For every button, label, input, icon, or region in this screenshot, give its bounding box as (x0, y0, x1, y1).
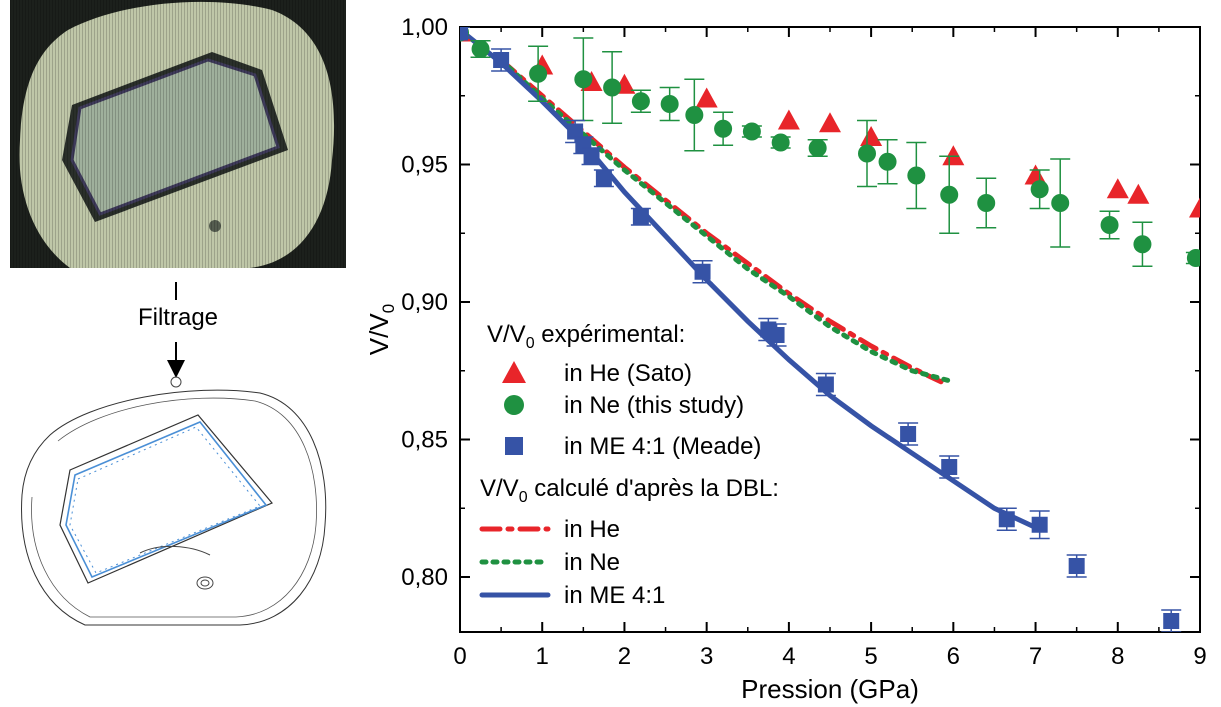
data-point-in-ne-this-study- (771, 133, 790, 152)
legend-marker-in-ne-this-study- (504, 395, 524, 415)
data-point-in-he-sato- (1024, 164, 1047, 185)
data-layer (460, 27, 1200, 632)
data-point-in-me-4-1-meade- (694, 263, 711, 280)
legend-label-in-ne: in Ne (564, 549, 620, 576)
gasket-photo (10, 0, 346, 268)
data-point-in-me-4-1-meade- (998, 511, 1015, 528)
data-point-in-ne-this-study- (631, 92, 650, 111)
data-point-in-ne-this-study- (529, 64, 548, 83)
legend-header-experimental: V/V0 expérimental: (487, 321, 685, 352)
y-tick-label: 0,95 (401, 152, 448, 179)
x-tick-label: 9 (1193, 643, 1206, 670)
edge-detection-image (10, 375, 346, 630)
data-point-in-ne-this-study- (1051, 194, 1070, 212)
x-tick-label: 7 (1029, 643, 1042, 670)
legend-header-calculated: V/V0 calculé d'après la DBL: (480, 475, 779, 506)
data-point-in-ne-this-study- (940, 185, 959, 204)
x-tick-label: 4 (782, 643, 795, 670)
x-tick-label: 5 (864, 643, 877, 670)
data-point-in-ne-this-study- (808, 139, 827, 157)
y-axis-label: V/V0 (364, 304, 398, 355)
data-point-in-he-sato- (942, 145, 965, 166)
data-point-in-he-sato- (1106, 178, 1129, 199)
legend-label-in-me-4-1: in ME 4:1 (564, 582, 665, 609)
legend-marker-in-me-4-1-meade- (505, 437, 523, 455)
x-axis-label: Pression (GPa) (741, 674, 919, 704)
data-point-in-me-4-1-meade- (1068, 558, 1085, 574)
data-point-in-ne-this-study- (603, 78, 622, 97)
data-point-in-he-sato- (1127, 183, 1150, 204)
data-point-in-me-4-1-meade- (583, 148, 600, 165)
legend: V/V0 expérimental: in He (Sato) in Ne (thi… (479, 321, 779, 609)
filter-flow: Filtrage (118, 278, 238, 388)
data-point-in-he-sato- (777, 109, 800, 130)
data-point-in-he-sato- (819, 112, 841, 133)
x-tick-label: 8 (1111, 643, 1124, 670)
data-point-in-ne-this-study- (907, 166, 926, 185)
data-point-in-me-4-1-meade- (632, 208, 649, 225)
data-point-in-me-4-1-meade- (768, 327, 785, 343)
data-point-in-ne-this-study- (1186, 249, 1200, 267)
y-tick-label: 0,90 (401, 289, 448, 316)
data-point-in-ne-this-study- (471, 40, 490, 58)
data-point-in-ne-this-study- (1100, 216, 1119, 234)
filter-label: Filtrage (137, 304, 219, 331)
data-point-in-he-sato- (695, 87, 718, 108)
data-point-in-ne-this-study- (660, 95, 679, 113)
plot-area: 0 1 2 3 4 5 6 7 8 9 0,80 0,85 0,90 0,95 1,00 Pression (… (364, 14, 1207, 704)
data-point-in-me-4-1-meade- (493, 52, 510, 68)
data-point-in-ne-this-study- (858, 144, 876, 163)
data-point-in-me-4-1-meade- (595, 170, 612, 187)
data-point-in-me-4-1-meade- (1031, 516, 1048, 533)
data-point-in-me-4-1-meade- (941, 459, 958, 475)
series-line-in-me-4-1 (460, 27, 1039, 530)
x-tick-label: 2 (618, 643, 631, 670)
x-tick-label: 0 (453, 643, 466, 670)
x-tick-label: 3 (700, 643, 713, 670)
data-point-in-ne-this-study- (714, 119, 733, 138)
down-arrow-icon (167, 342, 185, 378)
y-tick-label: 1,00 (401, 14, 448, 41)
volume-pressure-chart: 0 1 2 3 4 5 6 7 8 9 0,80 0,85 0,90 0,95 1,00 Pression (… (364, 14, 1207, 704)
data-point-in-me-4-1-meade- (567, 123, 584, 140)
data-point-in-he-sato- (1189, 197, 1200, 218)
y-tick-label: 0,85 (401, 427, 448, 454)
legend-marker-in-he-sato- (502, 361, 526, 383)
x-tick-label: 6 (947, 643, 960, 670)
legend-label-in-ne-this-study-: in Ne (this study) (564, 392, 744, 419)
x-tick-label: 1 (536, 643, 549, 670)
data-point-in-ne-this-study- (1030, 180, 1049, 199)
data-point-in-ne-this-study- (878, 152, 897, 171)
data-point-in-me-4-1-meade- (817, 376, 834, 393)
legend-label-in-he-sato-: in He (Sato) (564, 360, 692, 387)
data-point-in-ne-this-study- (742, 122, 761, 141)
data-point-in-he-sato- (860, 126, 883, 146)
data-point-in-me-4-1-meade- (460, 27, 468, 41)
data-point-in-me-4-1-meade- (1163, 613, 1180, 629)
data-point-in-ne-this-study- (685, 106, 704, 124)
data-point-in-ne-this-study- (574, 70, 593, 89)
data-point-in-me-4-1-meade- (900, 426, 917, 442)
legend-label-in-me-4-1-meade-: in ME 4:1 (Meade) (564, 433, 761, 460)
data-point-in-ne-this-study- (977, 194, 996, 212)
data-point-in-ne-this-study- (1133, 235, 1152, 254)
legend-label-in-he: in He (564, 516, 620, 543)
y-tick-label: 0,80 (401, 564, 448, 591)
